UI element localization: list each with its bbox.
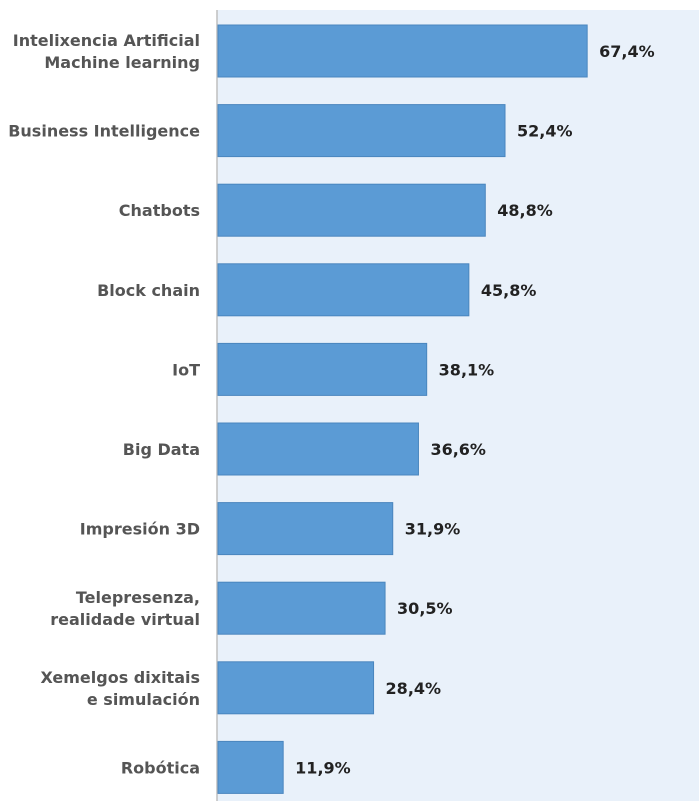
bar-7 bbox=[217, 581, 386, 635]
category-label-8-line-1: e simulación bbox=[87, 690, 200, 709]
category-label-7: Telepresenza, realidade virtual bbox=[50, 588, 200, 629]
category-label-1-line-0: Business Intelligence bbox=[8, 122, 200, 141]
category-label-8: Xemelgos dixitais e simulación bbox=[41, 668, 201, 709]
bar-6 bbox=[217, 502, 394, 556]
bar-3 bbox=[217, 263, 470, 317]
category-labels-group: Intelixencia Artificial Machine learning B… bbox=[8, 31, 200, 777]
category-label-7-line-1: realidade virtual bbox=[50, 610, 200, 629]
category-label-2: Chatbots bbox=[119, 201, 200, 220]
category-label-7-line-0: Telepresenza, bbox=[76, 588, 200, 607]
value-label-9: 11,9% bbox=[295, 758, 351, 777]
category-label-1: Business Intelligence bbox=[8, 122, 200, 141]
category-label-5-line-0: Big Data bbox=[123, 440, 200, 459]
category-label-3-line-0: Block chain bbox=[97, 281, 200, 300]
category-label-5: Big Data bbox=[123, 440, 200, 459]
category-label-0: Intelixencia Artificial Machine learning bbox=[13, 31, 200, 72]
value-label-5: 36,6% bbox=[430, 440, 486, 459]
category-label-9-line-0: Robótica bbox=[121, 758, 200, 777]
value-label-6: 31,9% bbox=[405, 520, 461, 539]
value-label-1: 52,4% bbox=[517, 122, 573, 141]
category-label-4: IoT bbox=[172, 360, 200, 379]
category-label-6: Impresión 3D bbox=[80, 520, 200, 539]
bar-5 bbox=[217, 422, 419, 476]
category-label-0-line-1: Machine learning bbox=[44, 53, 200, 72]
category-label-0-line-0: Intelixencia Artificial bbox=[13, 31, 200, 50]
value-label-8: 28,4% bbox=[386, 679, 442, 698]
bar-9 bbox=[217, 740, 284, 794]
value-label-0: 67,4% bbox=[599, 42, 655, 61]
value-labels-group: 67,4% 52,4% 48,8% 45,8% 38,1% 36,6% 31,9% 30,5%… bbox=[295, 42, 655, 777]
category-label-4-line-0: IoT bbox=[172, 360, 200, 379]
bar-4 bbox=[217, 342, 428, 396]
category-label-6-line-0: Impresión 3D bbox=[80, 520, 200, 539]
category-label-3: Block chain bbox=[97, 281, 200, 300]
bar-1 bbox=[217, 104, 506, 158]
value-label-7: 30,5% bbox=[397, 599, 453, 618]
value-label-4: 38,1% bbox=[439, 360, 495, 379]
category-label-2-line-0: Chatbots bbox=[119, 201, 200, 220]
value-label-2: 48,8% bbox=[497, 201, 553, 220]
bar-2 bbox=[217, 183, 486, 237]
bars-group bbox=[217, 24, 588, 794]
value-label-3: 45,8% bbox=[481, 281, 537, 300]
bar-0 bbox=[217, 24, 588, 78]
bar-8 bbox=[217, 661, 375, 715]
category-label-8-line-0: Xemelgos dixitais bbox=[41, 668, 201, 687]
category-label-9: Robótica bbox=[121, 758, 200, 777]
